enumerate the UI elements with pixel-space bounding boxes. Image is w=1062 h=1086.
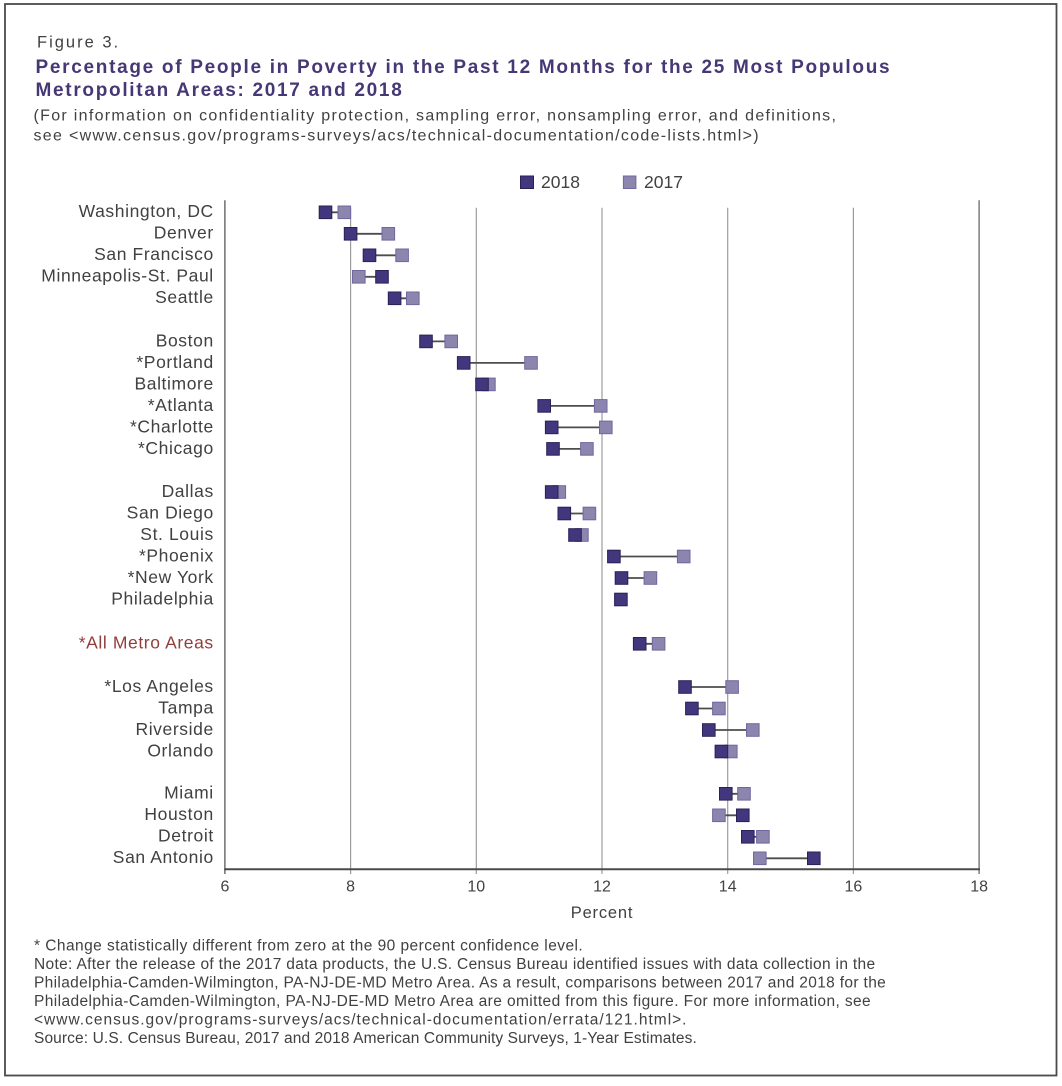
svg-text:Minneapolis-St. Paul: Minneapolis-St. Paul	[41, 266, 214, 286]
svg-text:*Los Angeles: *Los Angeles	[104, 676, 213, 696]
svg-text:San Francisco: San Francisco	[94, 244, 214, 264]
svg-text:Miami: Miami	[164, 783, 214, 803]
svg-text:Philadelphia-Camden-Wilmington: Philadelphia-Camden-Wilmington, PA-NJ-DE…	[34, 974, 886, 991]
svg-text:Seattle: Seattle	[155, 287, 214, 307]
svg-text:Philadelphia-Camden-Wilmington: Philadelphia-Camden-Wilmington, PA-NJ-DE…	[34, 993, 871, 1010]
svg-text:Source: U.S. Census Bureau, 20: Source: U.S. Census Bureau, 2017 and 201…	[34, 1030, 697, 1047]
svg-text:Percentage of People in Povert: Percentage of People in Poverty in the P…	[36, 57, 892, 78]
svg-text:18: 18	[970, 879, 988, 896]
svg-text:Detroit: Detroit	[158, 826, 214, 846]
svg-text:*Charlotte: *Charlotte	[130, 416, 214, 436]
svg-text:Philadelphia: Philadelphia	[111, 588, 214, 608]
svg-text:see <www.census.gov/programs-s: see <www.census.gov/programs-surveys/acs…	[34, 127, 760, 144]
svg-text:8: 8	[346, 879, 355, 896]
svg-text:Figure 3.: Figure 3.	[37, 34, 120, 52]
svg-text:Dallas: Dallas	[162, 481, 214, 501]
svg-text:St. Louis: St. Louis	[140, 524, 214, 544]
svg-text:(For information on confidenti: (For information on confidentiality prot…	[34, 107, 838, 124]
svg-text:6: 6	[220, 879, 229, 896]
svg-text:2018: 2018	[541, 172, 580, 192]
svg-text:San Antonio: San Antonio	[113, 847, 214, 867]
svg-text:*Atlanta: *Atlanta	[148, 395, 214, 415]
svg-text:14: 14	[719, 879, 737, 896]
svg-text:Washington, DC: Washington, DC	[79, 201, 214, 221]
svg-text:Denver: Denver	[154, 223, 214, 243]
svg-text:Tampa: Tampa	[158, 697, 214, 717]
svg-text:Riverside: Riverside	[135, 719, 213, 739]
svg-text:*Portland: *Portland	[136, 352, 213, 372]
svg-text:*New York: *New York	[128, 567, 214, 587]
svg-text:Metropolitan Areas: 2017 and 2: Metropolitan Areas: 2017 and 2018	[36, 80, 404, 101]
svg-text:Note: After the release of the: Note: After the release of the 2017 data…	[34, 956, 875, 973]
svg-text:Houston: Houston	[144, 804, 213, 824]
svg-text:<www.census.gov/programs-surve: <www.census.gov/programs-surveys/acs/tec…	[34, 1011, 688, 1028]
svg-text:Percent: Percent	[571, 904, 633, 922]
svg-text:* Change statistically differe: * Change statistically different from ze…	[34, 938, 583, 955]
svg-text:Orlando: Orlando	[147, 740, 213, 760]
svg-text:12: 12	[593, 879, 611, 896]
svg-text:*Phoenix: *Phoenix	[139, 545, 214, 565]
svg-text:San Diego: San Diego	[127, 502, 214, 522]
svg-text:Baltimore: Baltimore	[134, 373, 213, 393]
svg-text:Boston: Boston	[156, 330, 214, 350]
svg-text:16: 16	[845, 879, 863, 896]
svg-text:*Chicago: *Chicago	[138, 438, 214, 458]
svg-text:10: 10	[467, 879, 485, 896]
svg-text:*All Metro Areas: *All Metro Areas	[79, 633, 214, 653]
svg-text:2017: 2017	[644, 172, 683, 192]
